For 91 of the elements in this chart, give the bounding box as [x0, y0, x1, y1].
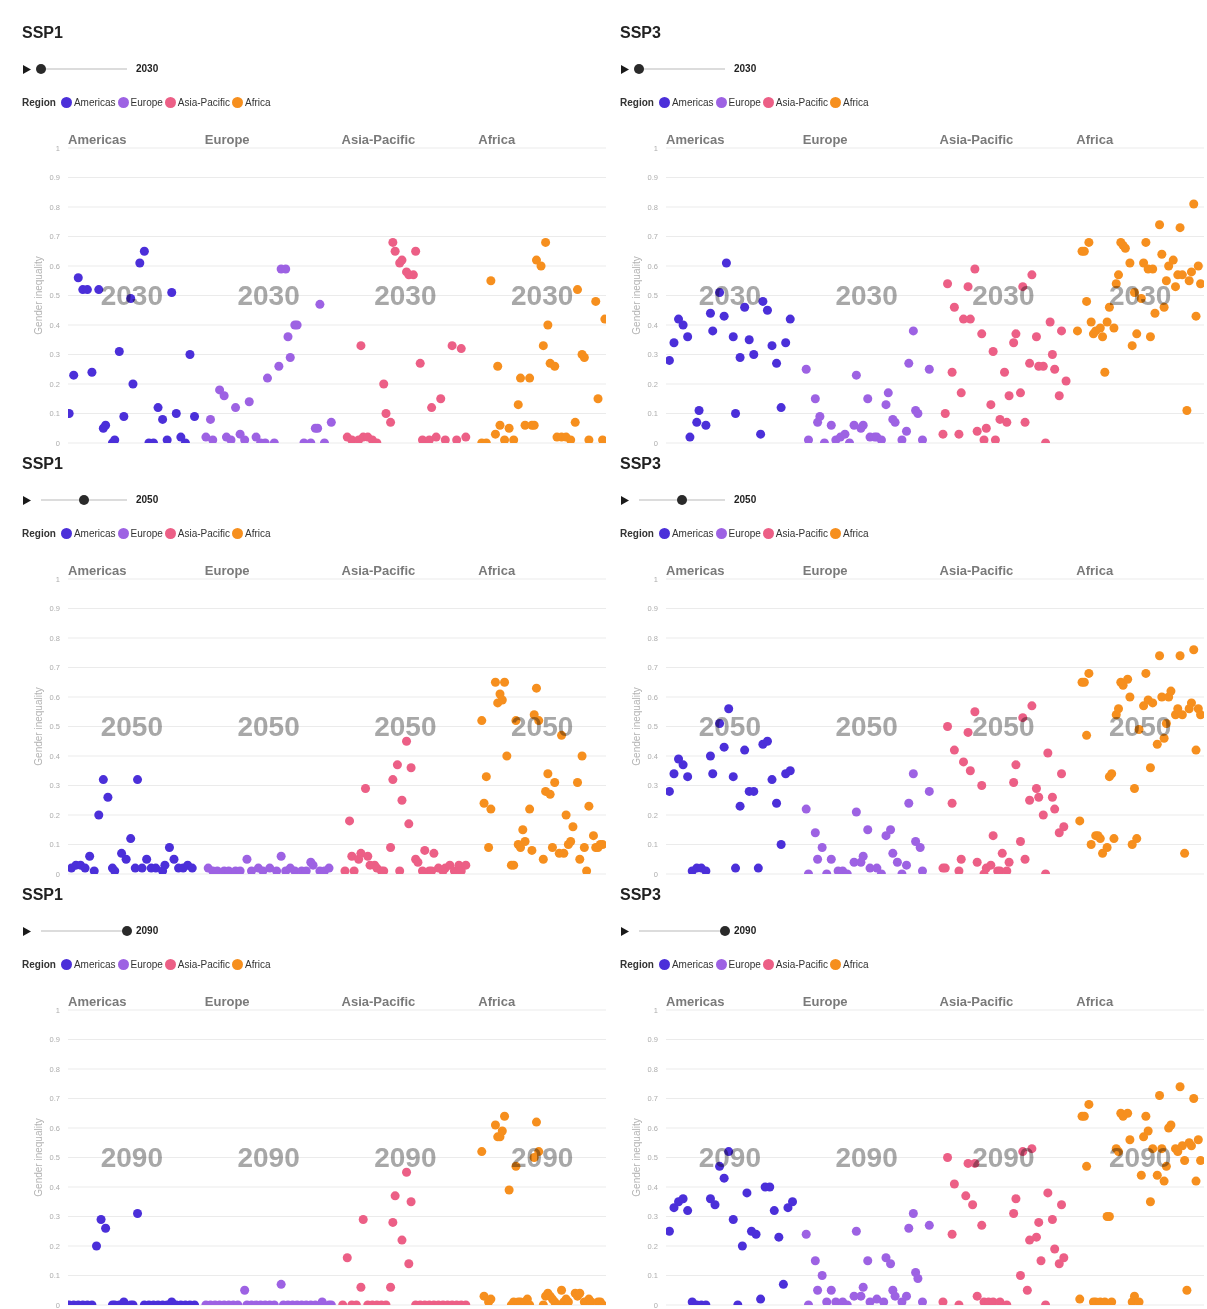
text: 2030 [972, 279, 1035, 311]
text: 2050 [972, 710, 1035, 742]
text: Asia-Pacific [939, 994, 1014, 1009]
text: 2050 [835, 710, 898, 742]
text: Americas [68, 994, 127, 1009]
text: Asia-Pacific [341, 994, 416, 1009]
text: 2030 [511, 279, 574, 311]
text: Africa [478, 994, 516, 1009]
text: 2030 [374, 279, 437, 311]
y-axis-title: Gender inequality [32, 687, 44, 766]
chart-title: SSP3 [620, 23, 661, 43]
y-axis-title: Gender inequality [630, 1118, 642, 1197]
text: Africa [1076, 563, 1114, 578]
text: Asia-Pacific [341, 132, 416, 147]
text: 2050 [374, 710, 437, 742]
legend-label: Asia-Pacific [177, 958, 231, 970]
chart-title: SSP1 [22, 454, 63, 474]
legend-label: Americas [73, 527, 116, 539]
legend-label: Asia-Pacific [177, 96, 231, 108]
y-axis-title: Gender inequality [630, 687, 642, 766]
text: Asia-Pacific [939, 563, 1014, 578]
legend-label: Americas [73, 96, 116, 108]
text: Europe [204, 994, 250, 1009]
legend-title: Region [620, 527, 654, 539]
text: 2090 [734, 925, 757, 936]
legend-label: Europe [728, 96, 761, 108]
text: 2090 [972, 1141, 1035, 1173]
text: 2090 [136, 925, 159, 936]
text: Europe [204, 132, 250, 147]
legend-label: Europe [130, 96, 163, 108]
legend-label: Africa [843, 958, 869, 970]
annotation: 2090 [99, 1140, 164, 1175]
text: 2050 [511, 710, 574, 742]
annotation: 2090 [697, 1140, 762, 1175]
text: 2090 [835, 1141, 898, 1173]
legend-label: Africa [245, 958, 271, 970]
annotation: 2050 [99, 709, 164, 744]
text: Americas [666, 132, 725, 147]
legend-label: Americas [671, 527, 714, 539]
legend-title: Region [22, 96, 56, 108]
text: 2030 [835, 279, 898, 311]
text: Europe [802, 994, 848, 1009]
text: Europe [204, 563, 250, 578]
annotation: 2050 [697, 709, 762, 744]
text: 2030 [136, 63, 159, 74]
chart-title: SSP3 [620, 454, 661, 474]
legend-label: Africa [843, 96, 869, 108]
text: Americas [666, 563, 725, 578]
text: Africa [1076, 132, 1114, 147]
legend-label: Africa [245, 96, 271, 108]
chart-title: SSP3 [620, 885, 661, 905]
text: 2090 [374, 1141, 437, 1173]
text: Americas [666, 994, 725, 1009]
text: 2050 [136, 494, 159, 505]
legend-label: Africa [245, 527, 271, 539]
legend-label: Europe [728, 527, 761, 539]
legend-label: Europe [130, 958, 163, 970]
legend-label: Americas [73, 958, 116, 970]
legend-label: Europe [130, 527, 163, 539]
legend-label: Americas [671, 96, 714, 108]
legend-label: Asia-Pacific [775, 958, 829, 970]
text: Asia-Pacific [939, 132, 1014, 147]
text: Africa [1076, 994, 1114, 1009]
text: 2050 [237, 710, 300, 742]
text: Africa [478, 563, 516, 578]
legend-label: Americas [671, 958, 714, 970]
chart-title: SSP1 [22, 23, 63, 43]
legend-label: Europe [728, 958, 761, 970]
legend-title: Region [620, 958, 654, 970]
legend-label: Asia-Pacific [177, 527, 231, 539]
text: Americas [68, 563, 127, 578]
y-axis-title: Gender inequality [630, 256, 642, 335]
legend-title: Region [620, 96, 654, 108]
legend-label: Africa [843, 527, 869, 539]
text: 2030 [734, 63, 757, 74]
text: Americas [68, 132, 127, 147]
y-axis-title: Gender inequality [32, 256, 44, 335]
text: Africa [478, 132, 516, 147]
text: 2090 [237, 1141, 300, 1173]
text: Asia-Pacific [341, 563, 416, 578]
text: 2030 [237, 279, 300, 311]
y-axis-title: Gender inequality [32, 1118, 44, 1197]
text: Europe [802, 132, 848, 147]
legend-label: Asia-Pacific [775, 527, 829, 539]
legend-title: Region [22, 958, 56, 970]
legend-label: Asia-Pacific [775, 96, 829, 108]
text: 2090 [1109, 1141, 1172, 1173]
chart-title: SSP1 [22, 885, 63, 905]
text: 2050 [734, 494, 757, 505]
text: Europe [802, 563, 848, 578]
legend-title: Region [22, 527, 56, 539]
